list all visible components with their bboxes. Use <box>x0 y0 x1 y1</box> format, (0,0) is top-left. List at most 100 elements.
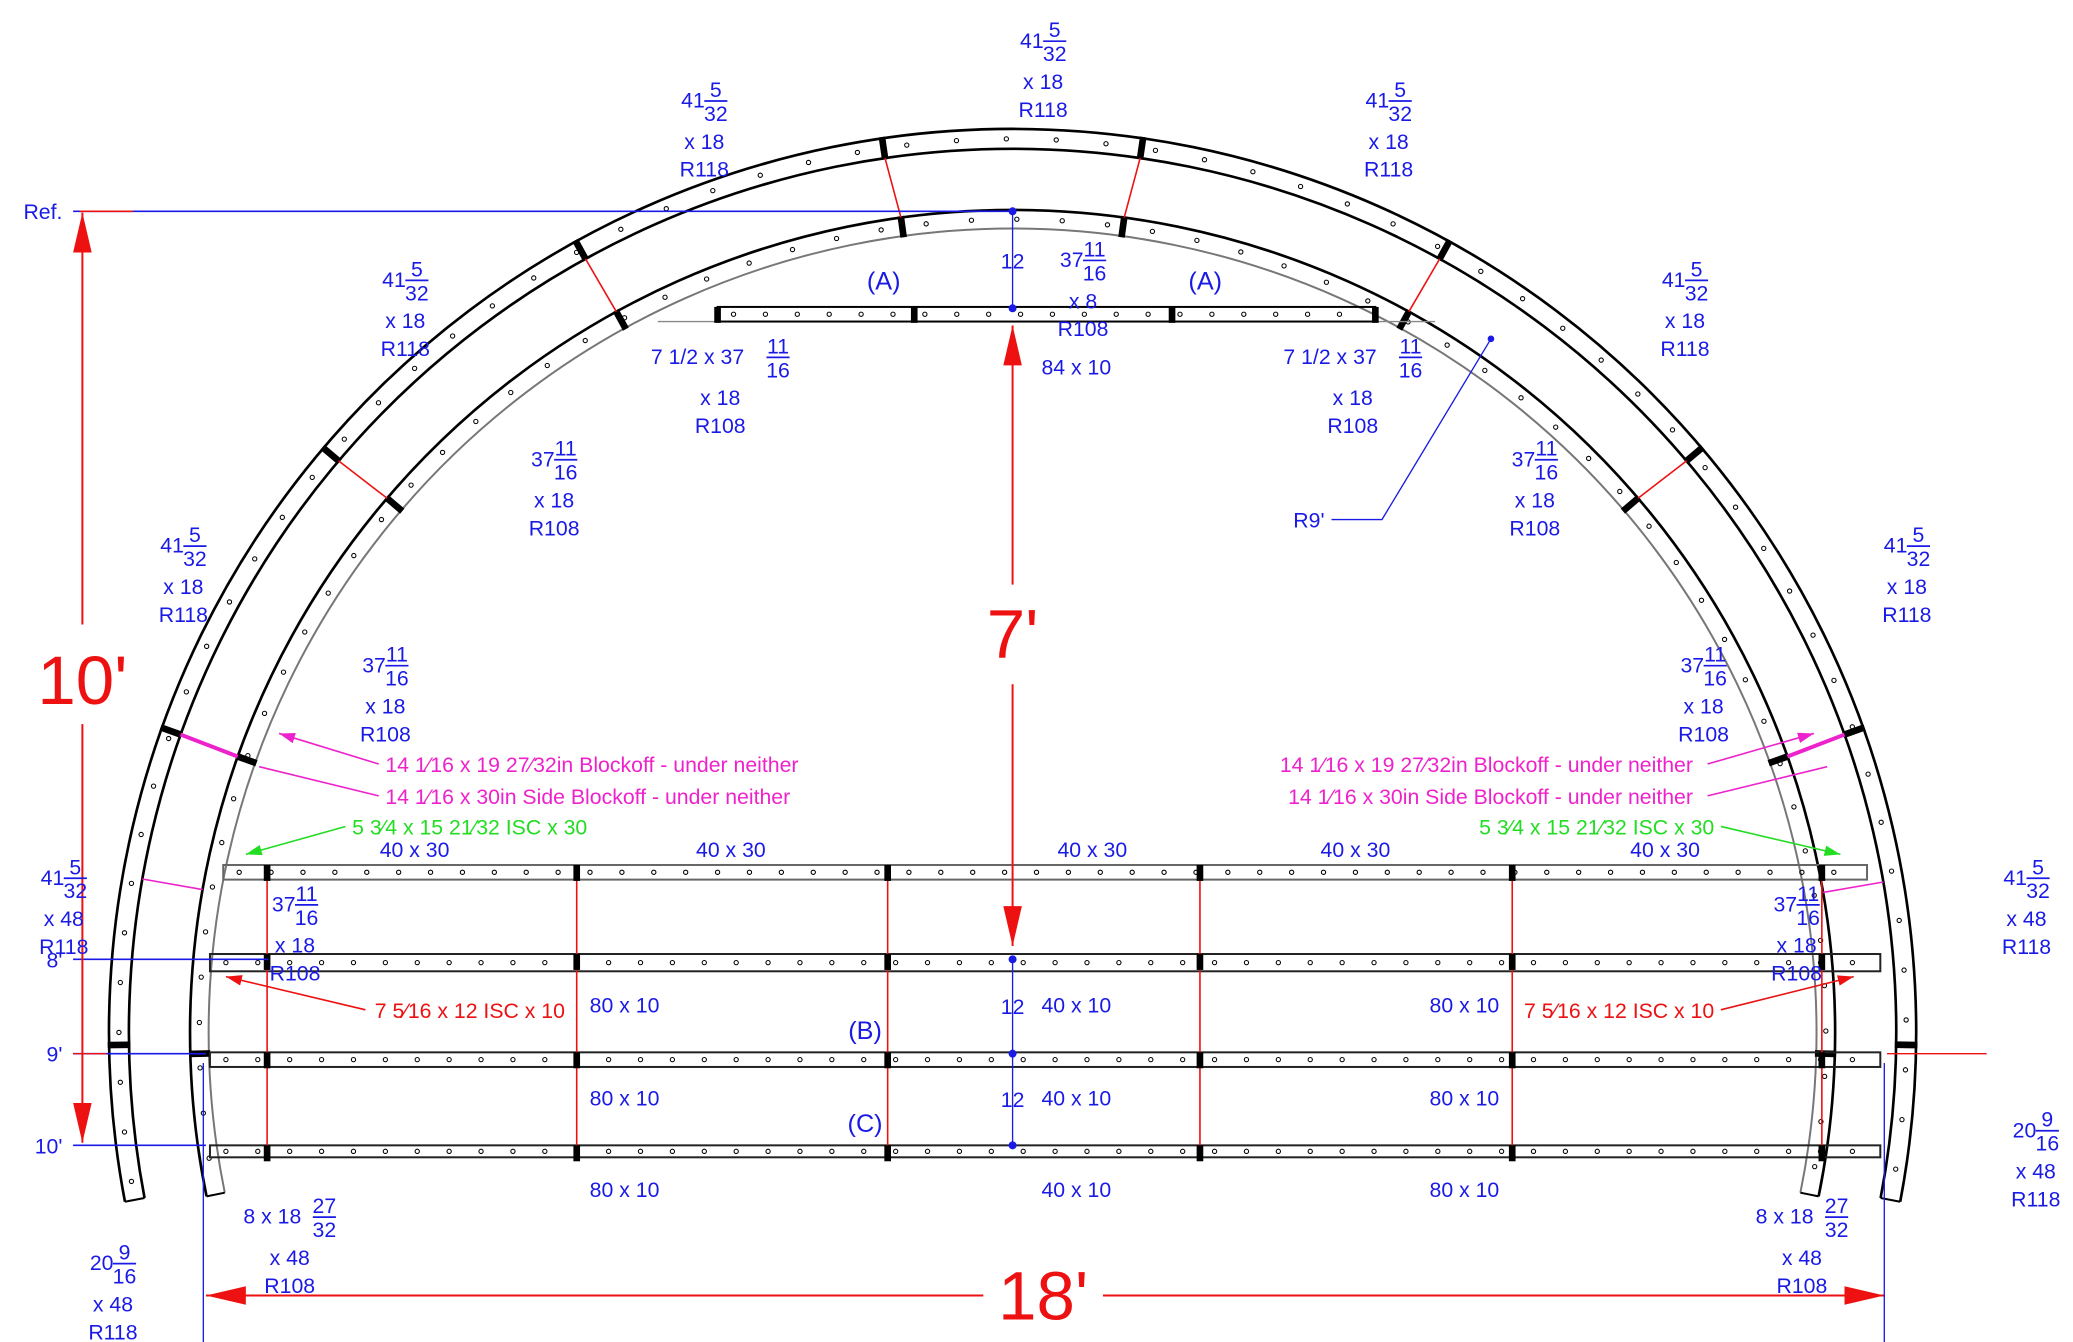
bolt-hole <box>1066 870 1070 874</box>
bolt-hole <box>1212 1058 1216 1062</box>
bolt-hole <box>1308 961 1312 965</box>
bolt-hole <box>1130 870 1134 874</box>
bolt-hole <box>1054 138 1058 142</box>
bolt-hole <box>205 644 209 648</box>
part-size: 37 <box>531 447 555 471</box>
bolt-hole <box>151 784 155 788</box>
bolt-hole <box>237 870 241 874</box>
bolt-hole <box>1499 961 1503 965</box>
bolt-hole <box>1904 1018 1908 1022</box>
dim-inner-height: 7' <box>987 595 1039 673</box>
beam-label: 40 x 10 <box>1042 993 1112 1017</box>
bolt-hole <box>1181 1058 1185 1062</box>
bolt-hole <box>1149 1149 1153 1153</box>
bolt-hole <box>1060 219 1064 223</box>
bolt-hole <box>702 1149 706 1153</box>
fraction-num: 5 <box>1394 78 1406 102</box>
callout: 7 5⁄16 x 12 ISC x 10 <box>375 999 565 1023</box>
part-size: 41 <box>1884 534 1908 558</box>
beam-label: 40 x 30 <box>380 838 450 862</box>
bolt-hole <box>1276 1149 1280 1153</box>
fraction-num: 27 <box>313 1194 337 1218</box>
bolt-hole <box>1736 870 1740 874</box>
bolt-hole <box>447 1058 451 1062</box>
callout: 14 1⁄16 x 19 27⁄32in Blockoff - under ne… <box>1280 753 1693 777</box>
beam-label: 40 x 30 <box>696 838 766 862</box>
bolt-hole <box>731 312 735 316</box>
bolt-hole <box>167 736 171 740</box>
bolt-hole <box>779 870 783 874</box>
part-size: 41 <box>382 268 406 292</box>
beam-joint <box>1509 865 1516 881</box>
beam-joint <box>1197 1052 1204 1068</box>
bolt-hole <box>1468 961 1472 965</box>
bolt-hole <box>1018 312 1022 316</box>
part-spec: x 18 <box>1683 695 1723 719</box>
bolt-hole <box>891 312 895 316</box>
arch-end <box>207 1193 225 1197</box>
bolt-hole <box>129 1179 133 1183</box>
bolt-hole <box>827 312 831 316</box>
bolt-hole <box>474 419 478 423</box>
bolt-hole <box>1659 1058 1663 1062</box>
bolt-hole <box>1436 1058 1440 1062</box>
bolt-hole <box>1531 961 1535 965</box>
part-size: 7 1/2 x 37 <box>1283 345 1376 369</box>
bolt-hole <box>1691 1058 1695 1062</box>
beam-label: 40 x 30 <box>1321 838 1391 862</box>
fraction-den: 16 <box>766 358 790 382</box>
bolt-hole <box>855 150 859 154</box>
bolt-hole <box>663 295 667 299</box>
part-spec: R118 <box>2002 935 2051 959</box>
fraction-den: 32 <box>1825 1218 1849 1242</box>
bolt-hole <box>1545 870 1549 874</box>
bolt-hole <box>1531 1149 1535 1153</box>
bolt-hole <box>352 553 356 557</box>
part-size: 41 <box>681 89 705 113</box>
section-marker: (A) <box>867 268 901 296</box>
beam <box>210 954 1880 971</box>
fraction-den: 32 <box>1685 281 1709 305</box>
part-spec: R108 <box>1777 1274 1828 1298</box>
bolt-hole <box>509 390 513 394</box>
bolt-hole <box>830 1058 834 1062</box>
beam-label: 80 x 10 <box>1430 1086 1500 1110</box>
part-spec: R118 <box>1019 98 1068 122</box>
bolt-hole <box>638 961 642 965</box>
bolt-hole <box>843 870 847 874</box>
bolt-hole <box>1647 524 1651 528</box>
part-spec: x 48 <box>93 1292 133 1316</box>
bolt-hole <box>1703 466 1707 470</box>
bolt-hole <box>1468 1058 1472 1062</box>
part-spec: R108 <box>270 962 321 986</box>
part-size: 37 <box>272 892 296 916</box>
bolt-hole <box>511 1149 515 1153</box>
ref-point <box>1488 336 1495 343</box>
bolt-hole <box>939 870 943 874</box>
fraction-num: 11 <box>1704 643 1726 667</box>
bolt-hole <box>1894 1167 1898 1171</box>
fraction-den: 32 <box>1388 102 1412 126</box>
beam-joint <box>1509 954 1516 970</box>
bolt-hole <box>122 931 126 935</box>
bolt-hole <box>1889 869 1893 873</box>
bolt-hole <box>1153 148 1157 152</box>
fraction-den: 16 <box>1399 358 1423 382</box>
bolt-hole <box>1282 264 1286 268</box>
bolt-hole <box>1324 280 1328 284</box>
part-spec: R118 <box>680 158 729 182</box>
bolt-hole <box>1276 961 1280 965</box>
arch-joint <box>1399 311 1409 330</box>
bolt-hole <box>1743 678 1747 682</box>
bolt-hole <box>606 961 610 965</box>
bolt-hole <box>1021 1149 1025 1153</box>
bolt-hole <box>1150 229 1154 233</box>
bolt-hole <box>704 277 708 281</box>
fraction-den: 32 <box>1907 547 1931 571</box>
bolt-hole <box>412 366 416 370</box>
bolt-hole <box>1149 1058 1153 1062</box>
part-spec: R108 <box>1678 722 1729 746</box>
bolt-hole <box>1366 299 1370 303</box>
arch-joint <box>1439 240 1450 260</box>
part-spec: x 48 <box>44 907 84 931</box>
